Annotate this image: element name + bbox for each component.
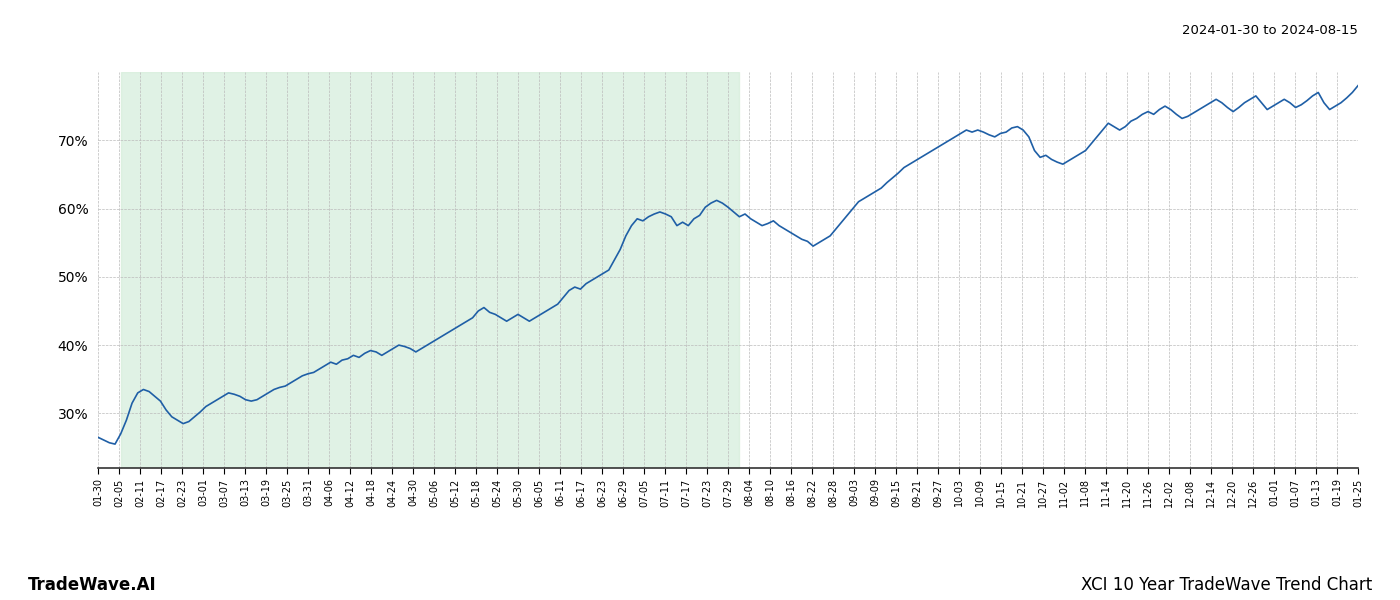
Text: XCI 10 Year TradeWave Trend Chart: XCI 10 Year TradeWave Trend Chart: [1081, 576, 1372, 594]
Bar: [120, 72, 739, 468]
Text: TradeWave.AI: TradeWave.AI: [28, 576, 157, 594]
Text: 2024-01-30 to 2024-08-15: 2024-01-30 to 2024-08-15: [1182, 24, 1358, 37]
